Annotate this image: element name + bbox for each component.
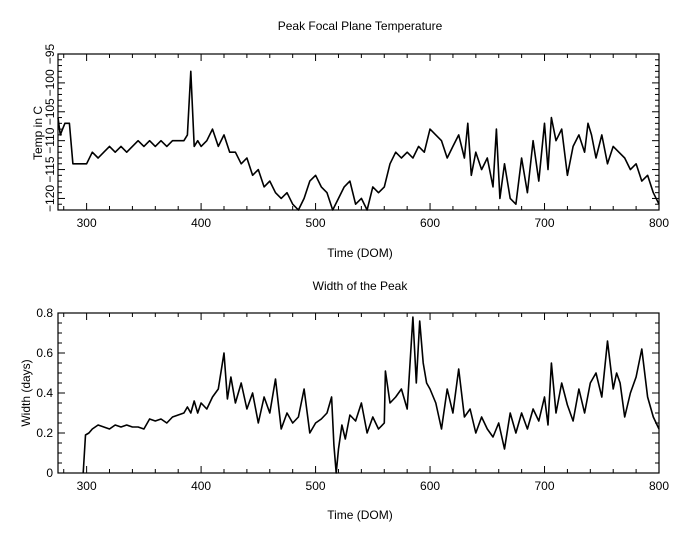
temperature-x-tick-label: 300 [77,216,97,230]
width-y-tick-label: 0.2 [36,426,53,440]
width-x-tick-label: 400 [191,479,211,493]
width-chart: Width of the Peak Time (DOM) Width (days… [19,279,669,522]
width-x-tick-label: 800 [649,479,669,493]
temperature-y-tick-label: −120 [43,185,57,212]
width-y-tick-label: 0.8 [36,306,53,320]
temperature-series-line [57,70,660,211]
width-y-axis-label: Width (days) [19,359,33,426]
width-plot-frame [57,312,660,474]
temperature-y-tick-label: −105 [43,98,57,125]
temperature-x-axis-label: Time (DOM) [327,246,393,260]
width-chart-title: Width of the Peak [313,279,409,293]
width-y-tick-label: 0 [46,466,53,480]
temperature-y-tick-label: −115 [43,156,57,182]
temperature-y-axis-label: Temp in C [31,106,45,160]
width-series-line [82,316,660,474]
temperature-y-tick-label: −110 [43,127,57,153]
temperature-ticks: 300 400 500 600 700 800 −120 −115 −110 −105 −100 −9… [43,43,669,230]
temperature-chart-title: Peak Focal Plane Temperature [278,19,443,33]
width-x-axis-label: Time (DOM) [327,508,393,522]
temperature-chart: Peak Focal Plane Temperature Time (DOM) … [31,19,669,260]
width-x-tick-label: 300 [77,479,97,493]
temperature-y-tick-label: −100 [43,69,57,96]
temperature-x-tick-label: 600 [420,216,440,230]
width-x-tick-label: 500 [306,479,326,493]
temperature-x-tick-label: 400 [191,216,211,230]
temperature-x-tick-label: 500 [306,216,326,230]
width-y-tick-label: 0.6 [36,346,53,360]
temperature-y-tick-label: −95 [43,43,57,64]
width-x-tick-label: 700 [535,479,555,493]
width-x-tick-label: 600 [420,479,440,493]
temperature-x-tick-label: 700 [535,216,555,230]
width-ticks: 300 400 500 600 700 800 0 0.2 0.4 0.6 0.8 [36,306,669,493]
width-y-tick-label: 0.4 [36,386,53,400]
temperature-plot-frame [57,53,660,211]
temperature-x-tick-label: 800 [649,216,669,230]
